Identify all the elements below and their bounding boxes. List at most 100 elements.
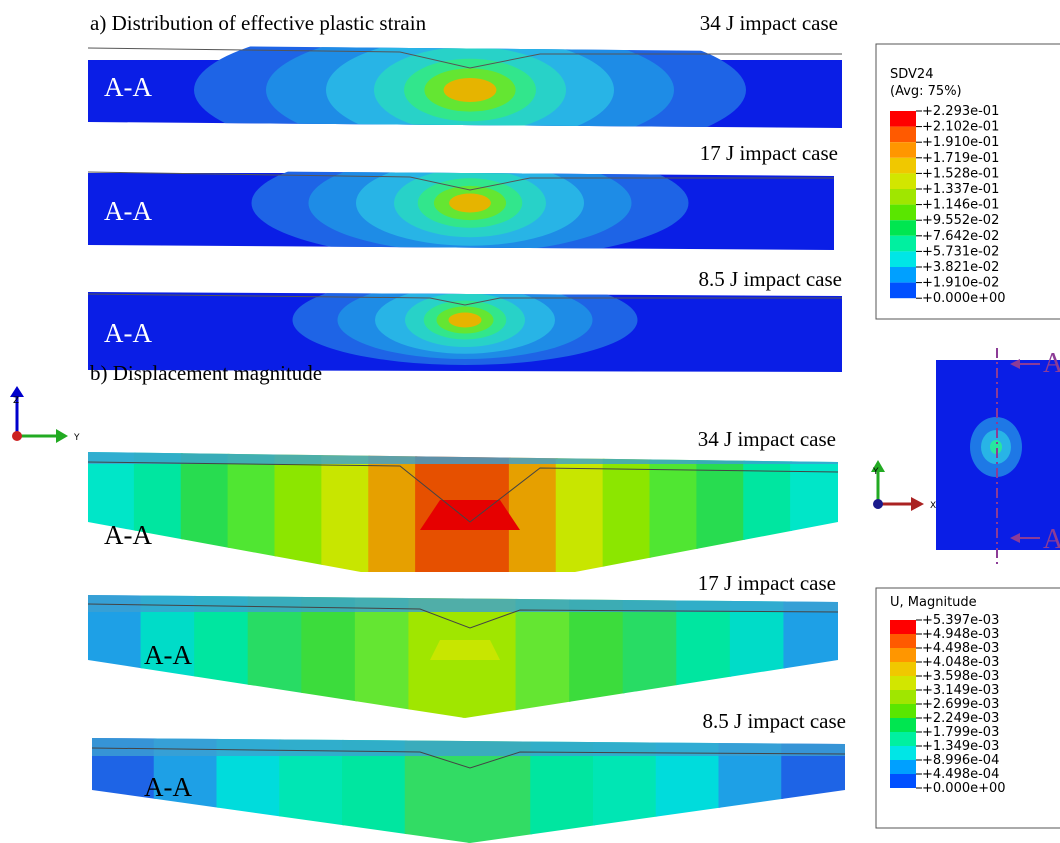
legend-label: +4.048e-03 bbox=[922, 655, 999, 670]
legend-label: +5.397e-03 bbox=[922, 613, 999, 628]
legend-swatch bbox=[890, 676, 916, 690]
axis-label: Y bbox=[872, 467, 879, 477]
section-label: A-A bbox=[144, 640, 192, 670]
legend-swatch bbox=[890, 634, 916, 648]
legend-subtitle: (Avg: 75%) bbox=[890, 84, 962, 99]
deformed-edge bbox=[88, 293, 842, 306]
case-label: 34 J impact case bbox=[700, 11, 838, 35]
legend-label: +1.910e-02 bbox=[922, 276, 999, 291]
legend-swatch bbox=[890, 235, 916, 252]
legend-swatch bbox=[890, 204, 916, 221]
legend-swatch bbox=[890, 111, 916, 127]
deformed-edge bbox=[87, 603, 839, 629]
legend-label: +3.149e-03 bbox=[922, 683, 999, 698]
legend-swatch bbox=[890, 267, 916, 283]
strain-contour bbox=[88, 292, 842, 372]
contour-region bbox=[92, 738, 845, 756]
legend-swatch bbox=[890, 662, 916, 676]
deformed-edge bbox=[88, 171, 834, 191]
contour-region bbox=[430, 640, 500, 660]
contour-region bbox=[448, 312, 482, 328]
case-label: 17 J impact case bbox=[700, 141, 838, 165]
legend-label: +1.337e-01 bbox=[922, 182, 999, 197]
legend-label: +1.719e-01 bbox=[922, 151, 999, 166]
contour-region bbox=[555, 452, 605, 572]
legend-label: +1.349e-03 bbox=[922, 739, 999, 754]
legend-label: +0.000e+00 bbox=[922, 781, 1006, 796]
legend-swatch bbox=[890, 251, 916, 267]
case-label: 8.5 J impact case bbox=[703, 709, 846, 733]
axis-triad: Y X bbox=[871, 460, 936, 511]
legend-label: +2.293e-01 bbox=[922, 104, 999, 119]
legend-label: +3.598e-03 bbox=[922, 669, 999, 684]
deformed-edge bbox=[88, 47, 842, 69]
contour-region bbox=[515, 595, 572, 718]
legend-title: U, Magnitude bbox=[890, 595, 977, 610]
legend-label: +4.498e-04 bbox=[922, 767, 999, 782]
legend-label: +1.528e-01 bbox=[922, 166, 999, 181]
deformed-edge bbox=[91, 747, 846, 769]
legend-label: +7.642e-02 bbox=[922, 229, 999, 244]
legend-label: +1.146e-01 bbox=[922, 198, 999, 213]
legend-label: +0.000e+00 bbox=[922, 291, 1006, 306]
section-marker: A bbox=[1043, 524, 1060, 555]
case-label: 17 J impact case bbox=[698, 571, 836, 595]
legend-label: +8.996e-04 bbox=[922, 753, 999, 768]
contour-region bbox=[274, 452, 324, 572]
legend-swatch bbox=[890, 648, 916, 662]
legend-swatch bbox=[890, 732, 916, 746]
case-label: 34 J impact case bbox=[698, 427, 836, 451]
panel-title: b) Displacement magnitude bbox=[90, 361, 322, 385]
legend-swatch bbox=[890, 157, 916, 174]
contour-region bbox=[354, 595, 411, 718]
legend-swatch bbox=[890, 718, 916, 732]
legend-swatch bbox=[890, 704, 916, 718]
axis-label: Z bbox=[13, 396, 19, 406]
section-label: A-A bbox=[104, 72, 152, 102]
panel-title: a) Distribution of effective plastic str… bbox=[90, 11, 427, 35]
legend-swatch bbox=[890, 690, 916, 704]
legend-label: +4.948e-03 bbox=[922, 627, 999, 642]
axis-label: X bbox=[930, 501, 936, 511]
axis-triad: Z Y bbox=[10, 386, 80, 443]
legend-label: +5.731e-02 bbox=[922, 244, 999, 259]
displacement-contour bbox=[88, 452, 838, 572]
legend-swatch bbox=[890, 746, 916, 760]
legend-swatch bbox=[890, 760, 916, 774]
legend-label: +2.249e-03 bbox=[922, 711, 999, 726]
section-label: A-A bbox=[104, 318, 152, 348]
legend-swatch bbox=[890, 189, 916, 205]
color-legend: U, Magnitude +5.397e-03+4.948e-03+4.498e… bbox=[875, 587, 1060, 829]
legend-swatch bbox=[890, 774, 916, 788]
axis-label: Y bbox=[73, 433, 80, 443]
displacement-contour bbox=[88, 595, 838, 718]
contour-region bbox=[368, 452, 418, 572]
contour-region bbox=[508, 452, 558, 572]
legend-label: +2.699e-03 bbox=[922, 697, 999, 712]
legend-swatch bbox=[890, 173, 916, 189]
contour-region bbox=[321, 452, 371, 572]
legend-label: +1.910e-01 bbox=[922, 135, 999, 150]
strain-contour bbox=[88, 170, 834, 250]
legend-label: +1.799e-03 bbox=[922, 725, 999, 740]
legend-label: +3.821e-02 bbox=[922, 260, 999, 275]
legend-swatch bbox=[890, 142, 916, 158]
deformed-edge bbox=[87, 461, 839, 523]
section-label: A-A bbox=[104, 196, 152, 226]
legend-label: +4.498e-03 bbox=[922, 641, 999, 656]
contour-region bbox=[420, 500, 520, 530]
legend-label: +2.102e-01 bbox=[922, 120, 999, 135]
contour-region bbox=[449, 193, 491, 213]
section-marker: A bbox=[1043, 348, 1060, 379]
section-label: A-A bbox=[144, 772, 192, 802]
section-label: A-A bbox=[104, 520, 152, 550]
plate-top-view: A A bbox=[936, 348, 1060, 568]
case-label: 8.5 J impact case bbox=[699, 267, 842, 291]
legend-label: +9.552e-02 bbox=[922, 213, 999, 228]
contour-region bbox=[443, 78, 497, 102]
contour-region bbox=[602, 452, 652, 572]
legend-swatch bbox=[890, 620, 916, 634]
legend-swatch bbox=[890, 282, 916, 299]
